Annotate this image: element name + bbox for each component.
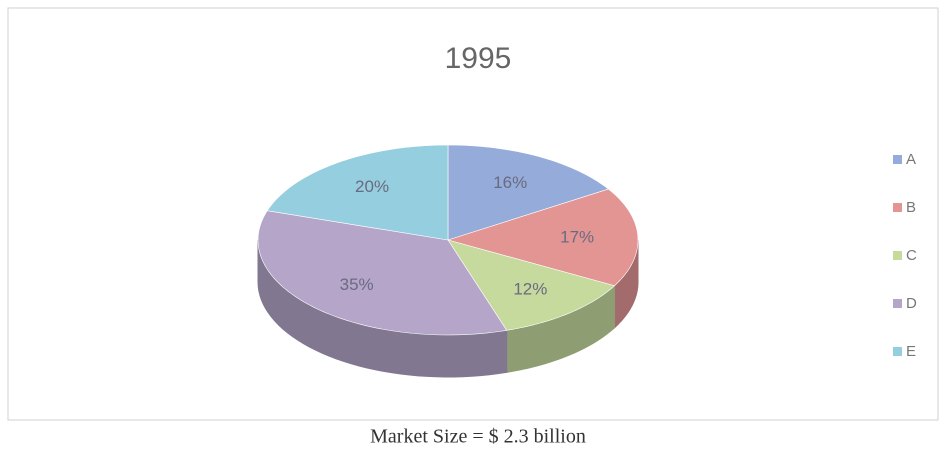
data-label: 12% — [513, 279, 547, 298]
legend-swatch — [893, 299, 902, 308]
legend-swatch — [893, 203, 902, 212]
slice — [446, 188, 639, 287]
slice — [266, 144, 449, 241]
slice — [447, 144, 610, 241]
slice — [447, 239, 616, 331]
data-label: 35% — [340, 275, 374, 294]
legend-label: A — [906, 151, 916, 168]
data-label: 16% — [493, 173, 527, 192]
slice — [257, 210, 508, 336]
legend-label: E — [906, 343, 916, 360]
data-label: 20% — [355, 177, 389, 196]
legend-label: B — [906, 199, 916, 216]
legend-label: D — [906, 295, 917, 312]
legend-swatch — [893, 251, 902, 260]
legend-swatch — [893, 347, 902, 356]
legend-label: C — [906, 247, 917, 264]
data-label: 17% — [560, 227, 594, 246]
legend-swatch — [893, 155, 902, 164]
chart-title: 1995 — [445, 42, 512, 75]
caption: Market Size = $ 2.3 billion — [370, 426, 586, 448]
